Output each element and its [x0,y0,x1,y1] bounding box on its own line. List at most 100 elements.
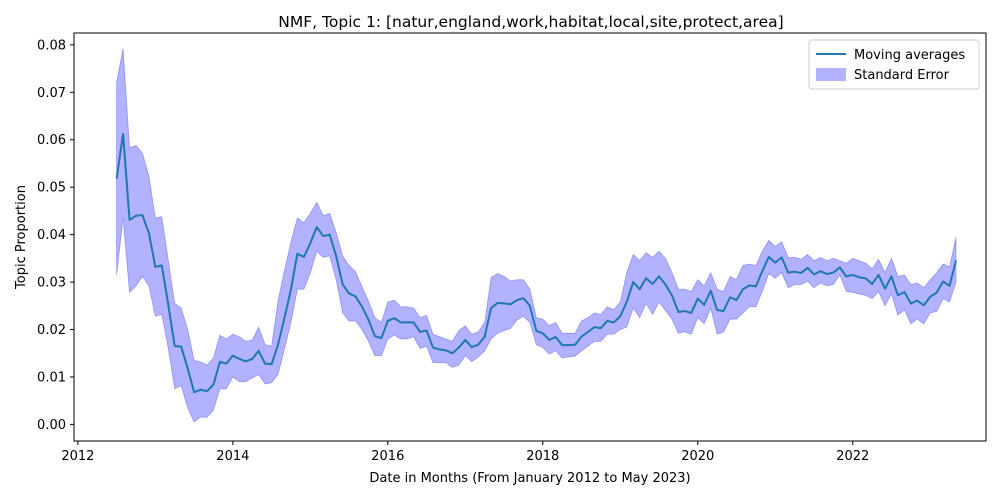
data-point [380,337,382,339]
data-point [755,285,757,287]
data-point [736,299,738,301]
data-point [936,292,938,294]
data-point [671,294,673,296]
y-axis-label: Topic Proportion [14,185,29,290]
y-tick-label: 0.01 [37,370,66,385]
data-point [296,253,298,255]
data-point [174,345,176,347]
data-point [400,321,402,323]
data-point [826,273,828,275]
data-point [141,214,143,216]
data-point [148,232,150,234]
moving-averages-line [115,133,957,394]
data-point [703,304,705,306]
data-point [819,270,821,272]
data-point [619,315,621,317]
y-tick-label: 0.08 [37,38,66,53]
data-point [664,283,666,285]
data-point [568,344,570,346]
data-point [322,235,324,237]
y-tick-label: 0.00 [37,418,66,433]
data-point [271,363,273,365]
data-point [193,391,195,393]
data-point [542,332,544,334]
data-point [955,259,957,261]
data-point [439,348,441,350]
data-point [645,277,647,279]
data-point [697,298,699,300]
data-point [890,275,892,277]
y-tick-label: 0.03 [37,276,66,291]
data-point [871,283,873,285]
data-point [426,329,428,331]
data-point [581,336,583,338]
data-point [522,297,524,299]
data-point [206,390,208,392]
data-point [832,272,834,274]
data-point [348,292,350,294]
data-point [639,288,641,290]
x-axis-ticks: 2012 2014 2016 2018 2020 2022 [61,441,869,464]
data-point [503,302,505,304]
data-point [768,256,770,258]
data-point [200,389,202,391]
data-point [464,339,466,341]
data-point [497,302,499,304]
data-point [729,296,731,298]
data-point [277,344,279,346]
x-tick-label: 2014 [216,449,249,464]
data-point [593,326,595,328]
data-point [374,335,376,337]
data-point [807,267,809,269]
standard-error-band [116,48,957,423]
data-point [723,310,725,312]
data-point [800,272,802,274]
data-point [942,281,944,283]
data-point [342,283,344,285]
data-point [232,355,234,357]
y-tick-label: 0.02 [37,323,66,338]
data-point [574,344,576,346]
data-point [916,300,918,302]
data-point [949,285,951,287]
legend-label-moving-averages: Moving averages [854,48,965,63]
data-point [878,274,880,276]
data-point [929,296,931,298]
data-point [548,339,550,341]
data-point [245,360,247,362]
y-tick-label: 0.05 [37,181,66,196]
data-point [742,288,744,290]
data-point [794,271,796,273]
y-tick-label: 0.06 [37,133,66,148]
data-point [813,273,815,275]
data-point [387,320,389,322]
data-point [903,291,905,293]
data-point [258,350,260,352]
data-point [225,363,227,365]
data-point [316,226,318,228]
plot-area [115,48,957,423]
data-point [529,305,531,307]
data-point [129,219,131,221]
data-point [361,306,363,308]
data-point [690,312,692,314]
data-point [587,331,589,333]
data-point [684,310,686,312]
data-point [561,344,563,346]
data-point [710,290,712,292]
data-point [264,363,266,365]
data-point [154,266,156,268]
data-point [284,317,286,319]
data-point [626,301,628,303]
x-tick-label: 2018 [526,449,559,464]
data-point [923,304,925,306]
data-point [600,327,602,329]
legend: Moving averages Standard Error [808,39,980,90]
data-point [555,336,557,338]
data-point [884,288,886,290]
data-point [238,358,240,360]
data-point [122,133,124,135]
axes-frame [73,32,987,442]
data-point [355,295,357,297]
